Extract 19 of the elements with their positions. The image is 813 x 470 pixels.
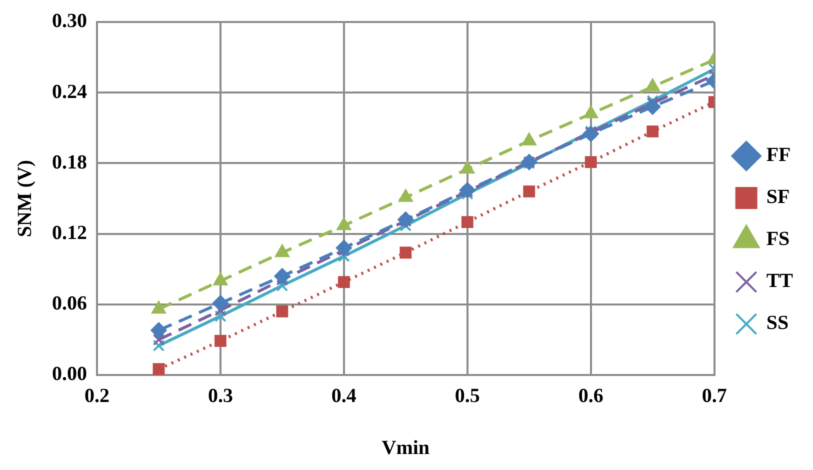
legend-label: SS <box>766 312 789 334</box>
x-tick-label: 0.5 <box>454 385 480 408</box>
legend-label: SF <box>766 186 790 208</box>
x-tick-label: 0.3 <box>208 385 233 408</box>
x-tick-label: 0.6 <box>578 385 604 408</box>
x-tick-label: 0.7 <box>702 385 727 408</box>
y-tick-label: 0.00 <box>52 363 87 386</box>
y-tick-label: 0.06 <box>52 292 87 315</box>
y-tick-label: 0.24 <box>52 80 87 103</box>
legend-label: FF <box>766 144 791 166</box>
y-tick-label: 0.30 <box>52 10 87 32</box>
y-axis-title: SNM (V) <box>14 160 36 238</box>
x-axis-title: Vmin <box>382 437 430 460</box>
y-tick-label: 0.18 <box>52 151 87 174</box>
x-tick-label: 0.2 <box>84 385 110 408</box>
legend-label: TT <box>766 270 794 292</box>
legend-label: FS <box>766 228 790 250</box>
y-tick-label: 0.12 <box>52 222 87 244</box>
x-tick-label: 0.4 <box>331 385 356 408</box>
